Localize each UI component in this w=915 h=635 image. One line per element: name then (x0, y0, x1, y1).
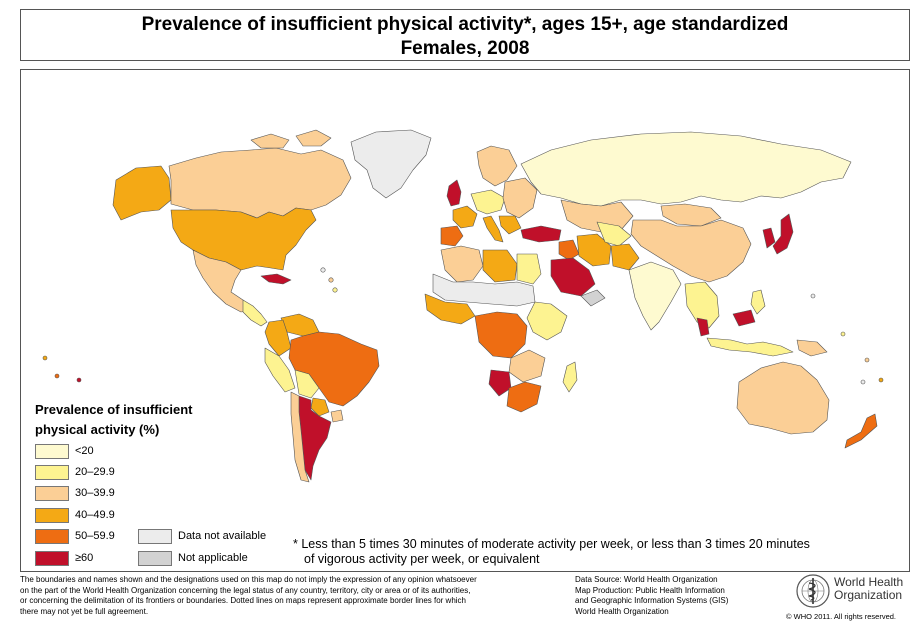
footnote-line: * Less than 5 times 30 minutes of modera… (293, 537, 810, 552)
legend-label: 20–29.9 (75, 465, 115, 480)
region-iraq (559, 240, 579, 260)
legend-label: 40–49.9 (75, 508, 115, 523)
region-papua-new-guinea (797, 340, 827, 356)
legend-label: 50–59.9 (75, 529, 115, 544)
island-marker (55, 374, 59, 378)
legend-swatch (138, 551, 172, 566)
region-central-africa (475, 312, 527, 358)
region-libya (483, 250, 517, 282)
region-usa (171, 208, 316, 270)
region-france (453, 206, 477, 228)
region-alaska (113, 166, 171, 220)
legend-swatch (138, 529, 172, 544)
disclaimer-line: on the part of the World Health Organiza… (20, 586, 540, 597)
disclaimer-line: The boundaries and names shown and the d… (20, 575, 540, 586)
region-central-europe (471, 190, 505, 214)
legend-label: Not applicable (178, 551, 248, 566)
legend-label: ≥60 (75, 551, 93, 566)
island-marker (321, 268, 325, 272)
legend-title: Prevalence of insufficient physical acti… (35, 400, 193, 440)
region-canada (169, 148, 351, 218)
region-balkans (499, 216, 521, 234)
disclaimer-line: or concerning the delimitation of its fr… (20, 596, 540, 607)
disclaimer: The boundaries and names shown and the d… (20, 575, 540, 617)
copyright: © WHO 2011. All rights reserved. (786, 612, 896, 622)
source-line: World Health Organization (575, 607, 728, 618)
region-greenland (351, 130, 431, 198)
region-central-america (243, 300, 267, 326)
region-cuba (261, 274, 291, 284)
legend-swatch (35, 465, 69, 480)
region-uruguay (331, 410, 343, 422)
legend-label: <20 (75, 444, 94, 459)
disclaimer-line: there may not yet be full agreement. (20, 607, 540, 618)
island-marker (841, 332, 845, 336)
island-marker (861, 380, 865, 384)
island-marker (811, 294, 815, 298)
region-eastern-europe (503, 178, 537, 218)
source-line: Data Source: World Health Organization (575, 575, 728, 586)
source-line: and Geographic Information Systems (GIS) (575, 596, 728, 607)
region-saudi-arabia (551, 258, 595, 296)
region-new-zealand (845, 414, 877, 448)
island-marker (333, 288, 337, 292)
legend-swatch (35, 508, 69, 523)
who-emblem-icon (795, 573, 831, 609)
region-canada-islands (251, 130, 331, 148)
region-australia (737, 362, 829, 434)
who-name-line: Organization (834, 589, 903, 602)
region-scandinavia (477, 146, 517, 186)
region-egypt (517, 254, 541, 284)
region-southern-africa (507, 382, 541, 412)
island-marker (879, 378, 883, 382)
region-japan (773, 214, 793, 254)
legend-swatch (35, 529, 69, 544)
island-marker (43, 356, 47, 360)
legend-title-line: physical activity (%) (35, 420, 193, 440)
region-turkey (521, 226, 561, 242)
region-uk (447, 180, 461, 206)
region-russia (521, 132, 851, 206)
map-frame: Prevalence of insufficient physical acti… (20, 69, 910, 572)
region-madagascar (563, 362, 577, 392)
map-title: Prevalence of insufficient physical acti… (21, 13, 909, 37)
legend-swatch (35, 551, 69, 566)
legend-swatch (35, 444, 69, 459)
region-afghanistan-pakistan (611, 244, 639, 270)
region-india (629, 262, 681, 330)
data-source: Data Source: World Health Organization M… (575, 575, 728, 617)
footnote: * Less than 5 times 30 minutes of modera… (293, 537, 810, 567)
region-indonesia (707, 338, 793, 356)
region-philippines (751, 290, 765, 314)
region-namibia (489, 370, 511, 396)
footnote-line: of vigorous activity per week, or equiva… (293, 552, 810, 567)
map-title-box: Prevalence of insufficient physical acti… (20, 9, 910, 61)
legend-swatch (35, 486, 69, 501)
region-north-africa-west (441, 246, 483, 282)
region-east-africa (527, 302, 567, 340)
region-iberia (441, 226, 463, 246)
source-line: Map Production: Public Health Informatio… (575, 586, 728, 597)
who-name: World Health Organization (834, 576, 903, 602)
legend-label: Data not available (178, 529, 266, 544)
legend-title-line: Prevalence of insufficient (35, 400, 193, 420)
region-korea (763, 228, 775, 248)
island-marker (329, 278, 333, 282)
map-subtitle: Females, 2008 (21, 37, 909, 61)
world-map (21, 70, 909, 571)
island-marker (77, 378, 81, 382)
island-marker (865, 358, 869, 362)
legend-label: 30–39.9 (75, 486, 115, 501)
